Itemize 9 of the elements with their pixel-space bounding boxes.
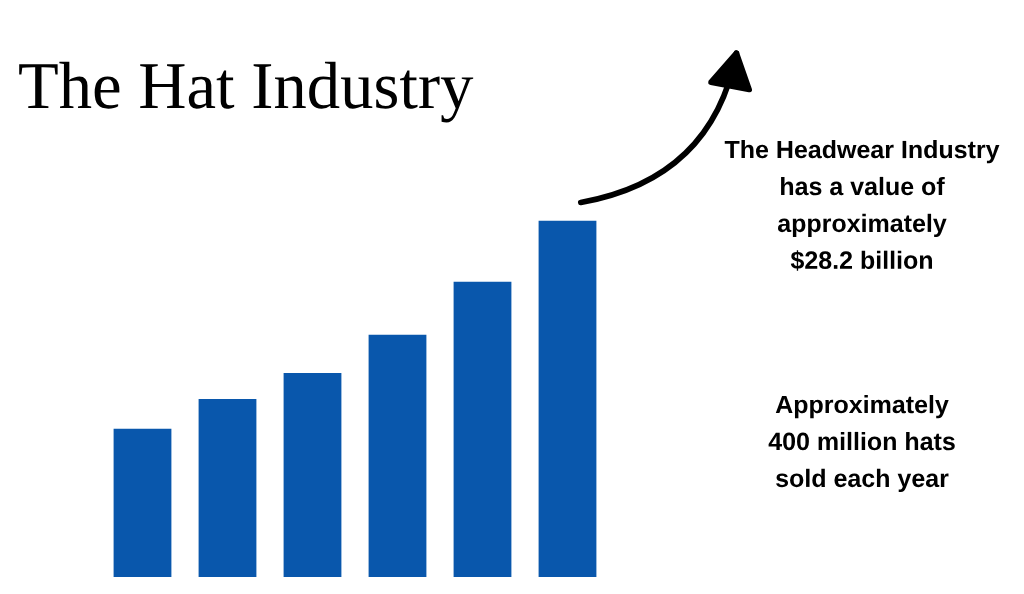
text: Approximately 400 million hats sold each year <box>768 395 955 493</box>
bar <box>368 334 427 577</box>
bar <box>198 398 257 577</box>
bar <box>283 372 342 577</box>
bar <box>538 220 597 577</box>
text: The Headwear Industry has a value of approximately $28.2 billion <box>724 140 1000 271</box>
chart-title: The Hat Industry <box>19 61 474 123</box>
bar <box>113 428 172 577</box>
bar <box>453 281 512 577</box>
